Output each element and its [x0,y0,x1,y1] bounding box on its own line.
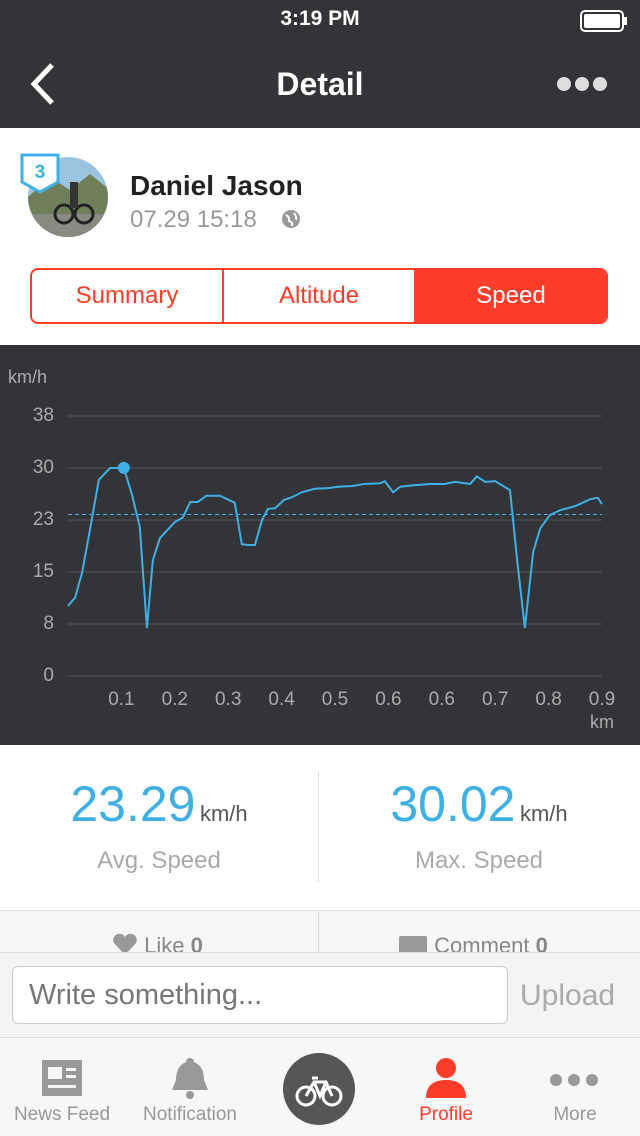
composer: Write something... Upload [0,952,640,1038]
y-tick-label: 15 [33,561,54,582]
y-tick-label: 30 [33,457,54,478]
stat-unit: km/h [199,801,248,826]
x-tick-label: 0.3 [215,689,241,710]
speed-chart: km/h km 0 8 15 23 30 38 0.1 0.2 0.3 0.4 0.5 0.6 0.6 0… [0,345,640,745]
divider [318,772,319,882]
max-point [117,461,130,474]
action-row: Like 0 Comment 0 [0,910,640,956]
post-time: 07.29 15:18 [130,206,257,233]
avatar: 3 [20,153,108,237]
x-tick-label: 0.5 [322,689,348,710]
user-name: Daniel Jason [130,170,303,201]
y-tick-label: 23 [33,509,54,530]
comment-icon [399,936,427,954]
x-tick-label: 0.6 [429,689,455,710]
battery [580,10,627,32]
x-tick-label: 0.7 [482,689,508,710]
tab[interactable]: Altitude [224,270,416,322]
like-label: Like [144,933,185,956]
upload-button[interactable]: Upload [520,979,616,1012]
x-tick-label: 0.2 [162,689,188,710]
tab-label[interactable]: Notification [143,1104,237,1125]
stat-label: Max. Speed [414,847,544,874]
news-icon [42,1060,82,1096]
x-axis-label: km [590,712,614,732]
x-tick-label: 0.8 [535,689,561,710]
comment-button[interactable]: Comment 0 [398,933,548,956]
avg-stat: 23.29 km/h Avg. Speed [0,775,318,875]
comment-label: Comment [434,933,530,956]
like-button[interactable]: Like 0 [112,933,203,956]
y-tick-label: 8 [43,613,54,634]
nav-title: Detail [276,66,364,102]
globe-icon [282,210,300,228]
comment-count: 0 [535,933,548,956]
stat-value: 30.02 [390,776,516,832]
stat-label: Avg. Speed [97,847,221,874]
x-tick-label: 0.1 [108,689,134,710]
stat-unit: km/h [519,801,568,826]
record-button[interactable] [282,1052,356,1126]
tab-label[interactable]: News Feed [13,1104,111,1125]
bell-icon [172,1058,208,1099]
like-count: 0 [190,933,203,956]
segmented-control: Summary Altitude Speed [30,268,608,324]
x-tick-label: 0.9 [589,689,615,710]
comment-input[interactable]: Write something... [12,966,508,1024]
heart-icon [113,933,137,955]
more-button[interactable] [556,76,608,92]
back-button[interactable] [28,62,58,106]
y-tick-label: 38 [33,405,54,426]
y-axis-label: km/h [8,367,47,387]
tab-selected[interactable]: Speed [416,270,606,322]
nav-bar: 3:19 PM Detail [0,0,640,128]
speed-line [67,466,603,629]
tab[interactable]: Summary [32,270,224,322]
tab-label-active[interactable]: Profile [419,1104,473,1125]
tab-bar [0,1037,640,1136]
max-stat: 30.02 km/h Max. Speed [320,775,638,875]
level-badge: 3 [35,162,46,183]
y-tick-label: 0 [43,665,54,686]
x-tick-label: 0.6 [375,689,401,710]
status-time: 3:19 PM [280,7,360,30]
more-icon [550,1074,598,1086]
stat-value: 23.29 [70,776,196,832]
tab-label[interactable]: More [553,1104,597,1125]
x-tick-label: 0.4 [268,689,295,710]
profile-icon [426,1058,466,1098]
divider [318,911,319,956]
